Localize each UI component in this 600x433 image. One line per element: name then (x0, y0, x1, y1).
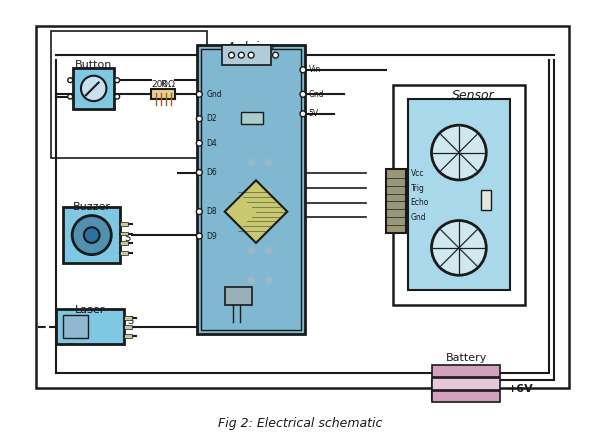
Text: Echo: Echo (410, 198, 429, 207)
Bar (432, 391, 500, 402)
Text: Sensor: Sensor (452, 89, 495, 102)
Circle shape (300, 67, 306, 73)
Circle shape (196, 233, 202, 239)
Bar (386, 169, 406, 233)
Bar (120, 232, 128, 236)
Circle shape (272, 52, 278, 58)
Text: S: S (127, 317, 133, 326)
Bar (124, 333, 132, 337)
Text: Battery: Battery (446, 353, 487, 363)
Bar (36, 26, 569, 388)
Text: Button: Button (75, 60, 112, 70)
Polygon shape (225, 180, 287, 243)
Bar (197, 45, 305, 334)
Circle shape (68, 94, 73, 99)
Circle shape (265, 188, 272, 196)
Circle shape (247, 276, 255, 284)
Text: Gnd: Gnd (410, 213, 426, 222)
Circle shape (229, 52, 235, 58)
Text: +6V: +6V (508, 384, 534, 394)
Bar (64, 315, 88, 338)
Bar (64, 207, 120, 263)
Text: D6: D6 (206, 168, 217, 177)
Circle shape (265, 247, 272, 255)
Text: Fig 2: Electrical schematic: Fig 2: Electrical schematic (218, 417, 382, 430)
Bar (222, 45, 271, 65)
Text: Arduino: Arduino (227, 41, 275, 54)
Text: 200Ω: 200Ω (151, 80, 175, 89)
Bar (386, 214, 404, 220)
Circle shape (431, 125, 486, 180)
Bar (393, 84, 525, 304)
Circle shape (72, 216, 111, 255)
Bar (201, 49, 301, 330)
Circle shape (300, 111, 306, 117)
Bar (124, 316, 132, 320)
Bar (407, 99, 510, 290)
Circle shape (196, 209, 202, 214)
Circle shape (265, 217, 272, 225)
Text: Vin: Vin (309, 65, 321, 74)
Bar (241, 112, 263, 123)
Text: Laser: Laser (74, 304, 105, 314)
Circle shape (265, 159, 272, 167)
Text: D2: D2 (206, 114, 217, 123)
Bar (120, 241, 128, 245)
Text: Buzzer: Buzzer (73, 202, 111, 212)
Circle shape (247, 217, 255, 225)
Bar (432, 378, 500, 390)
Text: D8: D8 (206, 207, 217, 216)
Circle shape (238, 52, 244, 58)
Circle shape (115, 94, 119, 99)
Circle shape (300, 91, 306, 97)
Circle shape (196, 140, 202, 146)
Circle shape (81, 76, 106, 101)
Bar (481, 190, 491, 210)
Circle shape (196, 91, 202, 97)
Bar (50, 31, 207, 158)
Bar (432, 365, 500, 377)
Text: Gnd: Gnd (206, 90, 222, 99)
Bar (73, 68, 114, 109)
Circle shape (84, 227, 100, 243)
Text: R: R (160, 81, 166, 89)
Circle shape (248, 52, 254, 58)
Text: Vcc: Vcc (410, 169, 424, 178)
Text: -: - (69, 339, 73, 349)
Bar (151, 89, 175, 99)
Text: S: S (124, 233, 130, 243)
Bar (386, 200, 404, 206)
Circle shape (196, 116, 202, 122)
Circle shape (265, 276, 272, 284)
Bar (386, 171, 404, 176)
Bar (124, 325, 132, 329)
Text: Trig: Trig (410, 184, 424, 193)
Circle shape (247, 247, 255, 255)
Text: 5V: 5V (309, 110, 319, 118)
Circle shape (68, 78, 73, 83)
Bar (386, 185, 404, 191)
Bar (120, 222, 128, 226)
Text: D4: D4 (206, 139, 217, 148)
Circle shape (196, 170, 202, 175)
Circle shape (115, 78, 119, 83)
Circle shape (431, 220, 486, 275)
Bar (225, 287, 252, 304)
Bar (120, 251, 128, 255)
Bar (56, 310, 124, 344)
Circle shape (247, 188, 255, 196)
Text: Gnd: Gnd (309, 90, 325, 99)
Circle shape (247, 159, 255, 167)
Text: D9: D9 (206, 232, 217, 241)
